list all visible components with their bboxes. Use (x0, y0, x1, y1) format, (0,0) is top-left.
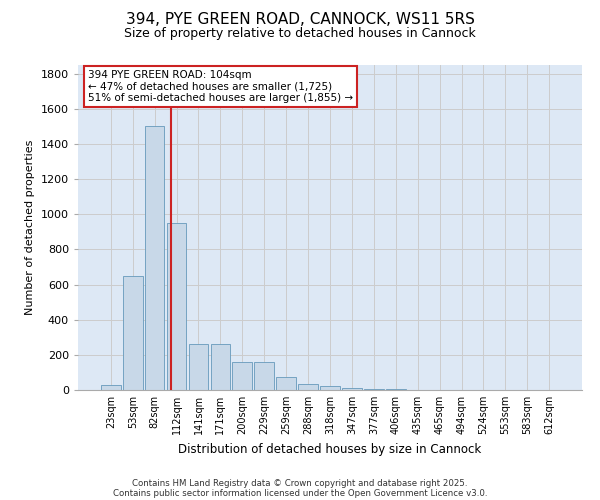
Bar (211, 344, 230, 390)
Bar (342, 388, 362, 390)
Bar (123, 276, 143, 390)
Bar (276, 377, 296, 390)
Bar (254, 362, 274, 390)
Text: Size of property relative to detached houses in Cannock: Size of property relative to detached ho… (124, 28, 476, 40)
Text: 394, PYE GREEN ROAD, CANNOCK, WS11 5RS: 394, PYE GREEN ROAD, CANNOCK, WS11 5RS (125, 12, 475, 28)
Text: Contains HM Land Registry data © Crown copyright and database right 2025.: Contains HM Land Registry data © Crown c… (132, 478, 468, 488)
Bar (167, 223, 187, 390)
Y-axis label: Number of detached properties: Number of detached properties (25, 140, 35, 315)
Bar (145, 126, 164, 390)
Text: Contains public sector information licensed under the Open Government Licence v3: Contains public sector information licen… (113, 488, 487, 498)
Bar (101, 384, 121, 390)
Bar (232, 362, 252, 390)
Bar (364, 389, 384, 390)
Text: 394 PYE GREEN ROAD: 104sqm
← 47% of detached houses are smaller (1,725)
51% of s: 394 PYE GREEN ROAD: 104sqm ← 47% of deta… (88, 70, 353, 103)
X-axis label: Distribution of detached houses by size in Cannock: Distribution of detached houses by size … (178, 442, 482, 456)
Bar (298, 384, 318, 390)
Bar (188, 344, 208, 390)
Bar (320, 386, 340, 390)
